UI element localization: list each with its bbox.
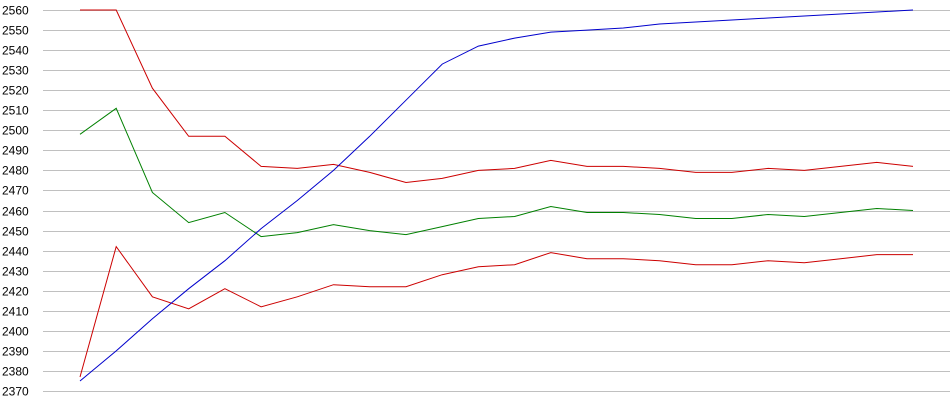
y-tick-label: 2560: [2, 4, 29, 18]
y-tick-label: 2510: [2, 104, 29, 118]
y-tick-label: 2470: [2, 184, 29, 198]
series-line-upper-red: [80, 9, 914, 184]
y-tick-label: 2430: [2, 265, 29, 279]
y-tick-label: 2380: [2, 365, 29, 379]
series-line-lower-red: [79, 245, 913, 378]
gridlines: [43, 10, 950, 392]
y-tick-label: 2390: [2, 345, 29, 359]
y-tick-label: 2440: [2, 245, 29, 259]
y-tick-label: 2540: [2, 44, 29, 58]
y-axis-ticks: 2370 2380 2390 2400 2410 2420 2430 2440 2450 2460…: [2, 4, 29, 399]
y-tick-label: 2460: [2, 205, 29, 219]
y-tick-label: 2530: [2, 64, 29, 78]
series-line-green: [79, 107, 914, 238]
series-lines: [79, 9, 914, 382]
y-tick-label: 2550: [2, 24, 29, 38]
series-line-blue: [79, 9, 914, 382]
y-tick-label: 2420: [2, 285, 29, 299]
y-tick-label: 2370: [2, 385, 29, 399]
y-tick-label: 2450: [2, 225, 29, 239]
y-tick-label: 2410: [2, 305, 29, 319]
y-tick-label: 2480: [2, 164, 29, 178]
y-tick-label: 2500: [2, 124, 29, 138]
y-tick-label: 2400: [2, 325, 29, 339]
y-tick-label: 2490: [2, 144, 29, 158]
y-tick-label: 2520: [2, 84, 29, 98]
